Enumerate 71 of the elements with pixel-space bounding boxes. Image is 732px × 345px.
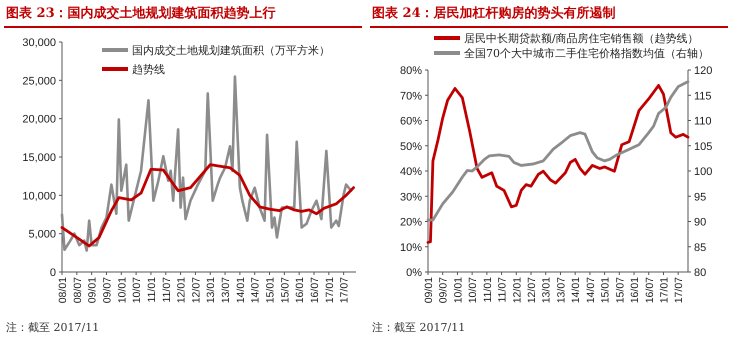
- x-tick-label: 14/07: [584, 276, 597, 304]
- x-tick-label: 12/07: [190, 276, 202, 304]
- x-tick-label: 10/01: [452, 276, 464, 304]
- y-tick-label: 25,000: [22, 75, 56, 88]
- y-tick-label: 10%: [400, 242, 422, 254]
- x-tick-label: 12/07: [526, 276, 538, 304]
- x-tick-label: 09/01: [86, 276, 99, 304]
- y2-tick-label: 120: [694, 65, 712, 77]
- x-tick-label: 17/07: [673, 276, 686, 304]
- x-tick-label: 15/07: [614, 276, 626, 304]
- x-tick-label: 09/07: [438, 276, 450, 304]
- x-tick-label: 15/01: [600, 276, 612, 304]
- y-tick-label: 0: [50, 267, 56, 279]
- y2-tick-label: 115: [694, 90, 712, 102]
- x-tick-label: 16/01: [629, 276, 642, 304]
- x-tick-label: 14/01: [570, 276, 582, 304]
- x-tick-label: 13/01: [205, 276, 218, 304]
- x-tick-label: 17/01: [324, 276, 336, 304]
- y2-tick-label: 110: [694, 116, 712, 128]
- y-tick-label: 20%: [400, 216, 422, 228]
- y-tick-label: 15,000: [22, 152, 56, 164]
- y-tick-label: 10,000: [22, 190, 56, 202]
- x-tick-label: 10/07: [467, 276, 480, 304]
- x-tick-label: 08/07: [72, 276, 84, 304]
- x-tick-label: 08/01: [57, 276, 69, 304]
- y-tick-label: 5,000: [28, 228, 56, 241]
- x-tick-label: 09/07: [101, 276, 114, 304]
- y-tick-label: 30,000: [22, 37, 56, 49]
- x-tick-label: 11/01: [482, 276, 494, 302]
- y-tick-label: 70%: [400, 90, 422, 102]
- y2-tick-label: 85: [694, 242, 706, 254]
- x-tick-label: 13/07: [220, 276, 232, 304]
- y2-tick-label: 95: [694, 191, 706, 204]
- x-tick-label: 11/01: [146, 276, 158, 302]
- x-tick-label: 15/07: [279, 276, 292, 304]
- x-tick-label: 16/07: [309, 276, 321, 304]
- y-tick-label: 20,000: [22, 114, 56, 126]
- text: 注：截至 2017/11: [372, 320, 466, 335]
- y-tick-label: 50%: [400, 140, 422, 153]
- y2-tick-label: 105: [694, 140, 712, 153]
- legend-label: 居民中长期贷款额/商品房住宅销售额（趋势线）: [464, 32, 699, 45]
- x-tick-label: 13/07: [555, 276, 568, 304]
- x-tick-label: 15/01: [264, 276, 277, 304]
- x-tick-label: 12/01: [511, 276, 524, 304]
- x-tick-label: 16/01: [294, 276, 306, 304]
- y2-tick-label: 80: [694, 267, 706, 279]
- y-tick-label: 0%: [406, 267, 422, 279]
- text: 注：截至 2017/11: [6, 320, 100, 335]
- y2-tick-label: 90: [694, 216, 706, 228]
- legend-label: 国内成交土地规划建筑面积（万平方米）: [132, 44, 330, 57]
- x-tick-label: 10/01: [116, 276, 128, 304]
- legend-label: 全国70个大中城市二手住宅价格指数均值（右轴）: [464, 47, 709, 60]
- y-tick-label: 30%: [400, 191, 422, 204]
- x-tick-label: 11/07: [496, 276, 509, 302]
- x-tick-label: 17/01: [658, 276, 670, 304]
- x-tick-label: 11/07: [160, 276, 173, 302]
- x-tick-label: 14/07: [250, 276, 262, 304]
- x-tick-label: 13/01: [540, 276, 553, 304]
- x-tick-label: 16/07: [644, 276, 656, 304]
- x-tick-label: 14/01: [234, 276, 247, 304]
- y-tick-label: 40%: [400, 166, 422, 178]
- chart-title: 图表 24：居民加杠杆购房的势头有所遏制: [372, 4, 616, 22]
- legend-label: 趋势线: [132, 63, 165, 76]
- y-tick-label: 60%: [400, 116, 422, 128]
- x-tick-label: 09/01: [423, 276, 435, 304]
- x-tick-label: 12/01: [176, 276, 188, 304]
- y2-tick-label: 100: [694, 166, 712, 178]
- chart-title: 图表 23：国内成交土地规划建筑面积趋势上行: [6, 4, 276, 22]
- x-tick-label: 10/07: [131, 276, 144, 304]
- y-tick-label: 80%: [400, 65, 422, 77]
- x-tick-label: 17/07: [338, 276, 351, 304]
